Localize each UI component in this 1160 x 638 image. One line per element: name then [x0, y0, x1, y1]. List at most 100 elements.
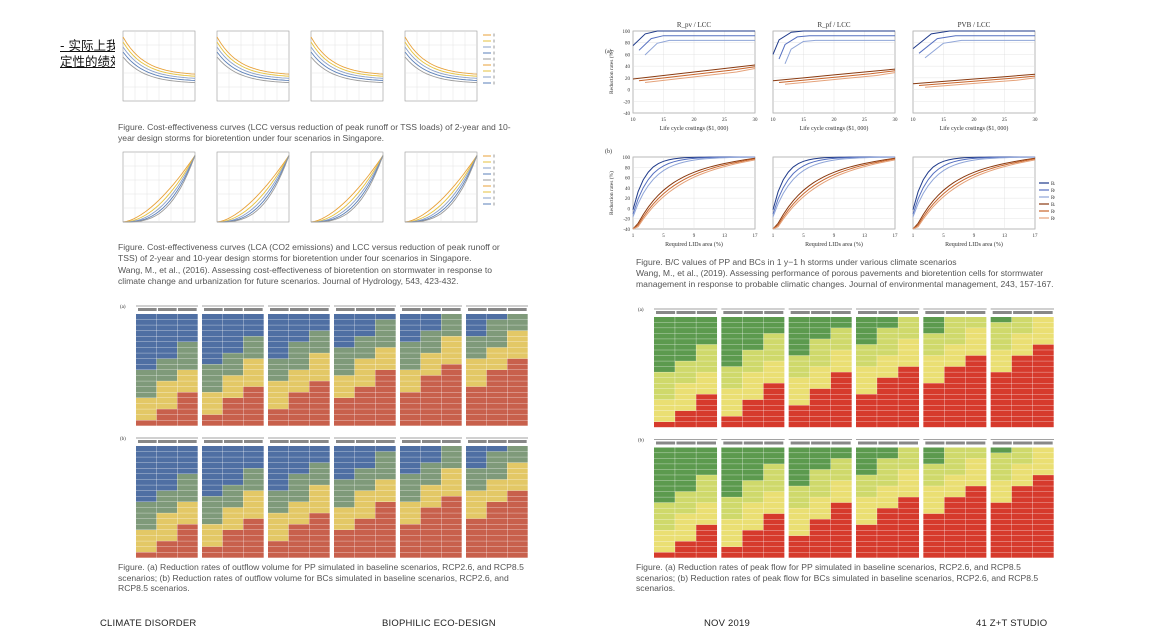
x-tick-label: 20 [972, 118, 978, 123]
heatmap-cell [334, 535, 355, 541]
column-header [925, 311, 945, 314]
heatmap-cell [898, 333, 920, 339]
heatmap-cell [809, 388, 831, 395]
heatmap-cell [654, 339, 675, 345]
heatmap-cell [721, 372, 743, 378]
legend-text-placeholder [493, 190, 503, 194]
curve-line [123, 155, 196, 223]
heatmap-cell [877, 464, 898, 470]
heatmap-cell [507, 420, 528, 426]
legend-label: Baseline [1051, 203, 1055, 208]
heatmap-panel [654, 439, 718, 558]
heatmap-cell [654, 480, 675, 486]
heatmap-cell [877, 416, 898, 422]
heatmap-cell [830, 405, 852, 411]
heatmap-cell [763, 469, 785, 475]
heatmap-cell [466, 420, 487, 426]
heatmap-cell [898, 317, 920, 323]
heatmap-cell [830, 383, 852, 389]
heatmap-cell [156, 552, 178, 558]
heatmap-cell [654, 513, 675, 520]
heatmap-cell [809, 469, 831, 475]
heatmap-cell [507, 347, 528, 353]
chart-title: R_pv / LCC [677, 21, 712, 29]
y-tick-label: 100 [623, 156, 631, 161]
heatmap-cell [177, 490, 198, 497]
heatmap-cell [898, 399, 920, 406]
heatmap-cell [309, 524, 330, 530]
heatmap-cell [696, 355, 718, 361]
heatmap-cell [354, 370, 376, 376]
heatmap-cell [763, 372, 785, 378]
left-caption-2: Figure. Cost-effectiveness curves (LCA (… [118, 242, 500, 263]
heatmap-cell [243, 490, 264, 497]
heatmap-cell [696, 328, 718, 334]
heatmap-cell [334, 507, 355, 513]
heatmap-cell [1011, 508, 1033, 514]
heatmap-cell [944, 447, 966, 453]
heatmap-cell [923, 416, 945, 422]
x-tick-label: 25 [1002, 118, 1008, 123]
heatmap-cell [177, 535, 198, 541]
heatmap-cell [375, 392, 396, 398]
heatmap-cell [156, 479, 178, 485]
heatmap-cell [721, 486, 743, 492]
heatmap-cell [202, 552, 223, 558]
heatmap-cell [354, 518, 376, 525]
heatmap-cell [466, 474, 487, 480]
heatmap-panel [202, 305, 264, 426]
curve-line [404, 36, 478, 75]
heatmap-cell [923, 530, 945, 536]
heatmap-cell [675, 399, 696, 406]
heatmap-cell [877, 361, 898, 367]
heatmap-cell [177, 381, 198, 387]
heatmap-cell [654, 394, 675, 400]
heatmap-cell [742, 486, 764, 492]
heatmap-cell [788, 497, 810, 503]
curve-line [122, 155, 196, 223]
heatmap-cell [944, 366, 966, 372]
heatmap-cell [156, 358, 178, 365]
heatmap-cell [923, 541, 945, 547]
heatmap-cell [763, 399, 785, 406]
heatmap-cell [156, 485, 178, 491]
heatmap-cell [809, 366, 831, 372]
heatmap-cell [721, 497, 743, 503]
heatmap-cell [375, 541, 396, 547]
heatmap-cell [965, 383, 987, 389]
heatmap-cell [268, 398, 289, 404]
heatmap-cell [1032, 405, 1054, 411]
heatmap-cell [507, 479, 528, 485]
heatmap-cell [288, 535, 310, 541]
heatmap-cell [830, 524, 852, 531]
heatmap-cell [944, 513, 966, 520]
heatmap-cell [288, 513, 310, 519]
heatmap-cell [268, 446, 289, 452]
heatmap-cell [1032, 383, 1054, 389]
x-tick-label: 25 [862, 118, 868, 123]
chart-title: PVB / LCC [958, 21, 991, 29]
heatmap-cell [923, 399, 945, 406]
heatmap-cell [177, 496, 198, 502]
heatmap-cell [202, 496, 223, 502]
heatmap-cell [721, 502, 743, 508]
heatmap-cell [420, 420, 442, 426]
x-tick-label: 10 [631, 118, 637, 123]
heatmap-cell [243, 546, 264, 553]
heatmap-cell [1032, 350, 1054, 356]
heatmap-cell [830, 317, 852, 323]
heatmap-cell [400, 319, 421, 325]
heatmap-cell [156, 474, 178, 480]
heatmap-cell [441, 513, 462, 519]
heatmap-cell [288, 386, 310, 393]
heatmap-cell [334, 353, 355, 359]
heatmap-cell [877, 377, 898, 383]
heatmap-cell [288, 507, 310, 513]
curve-line [216, 155, 290, 223]
heatmap-cell [375, 330, 396, 337]
heatmap-cell [923, 377, 945, 383]
heatmap-cell [202, 347, 223, 353]
heatmap-cell [1011, 394, 1033, 400]
heatmap-cell [990, 524, 1012, 531]
heatmap-cell [877, 508, 898, 514]
